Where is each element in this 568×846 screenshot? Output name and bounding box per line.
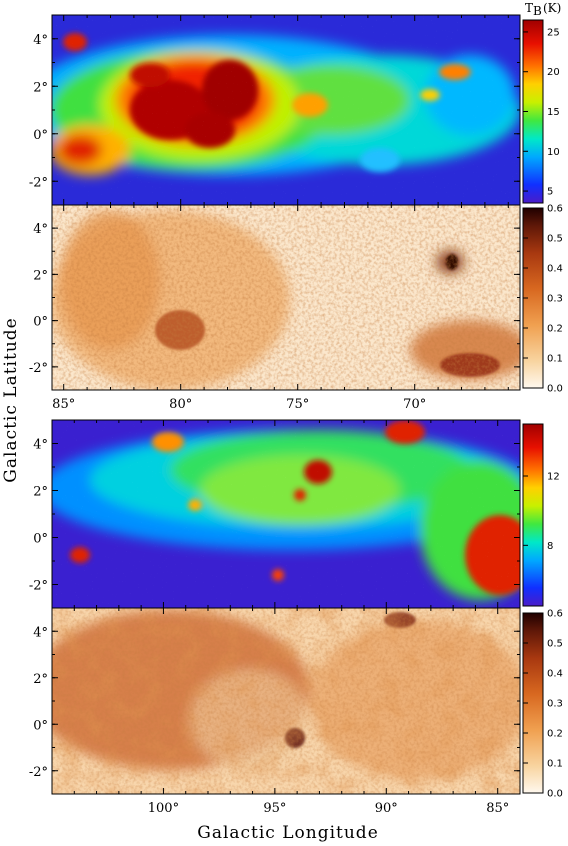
lon-tick-label: 100°: [148, 801, 179, 816]
lat-tick-label: 2°: [33, 672, 48, 687]
lon-tick-label: 95°: [263, 801, 286, 816]
colorbar-tick-label: 0.4: [547, 669, 563, 680]
lat-tick-label: 0°: [33, 315, 48, 330]
colorbar-tick-label: 25: [547, 27, 560, 38]
colorbar-tick-label: 0.6: [547, 204, 563, 215]
colorbar-tick-label: 15: [547, 107, 560, 118]
colorbar-tick-label: 5: [547, 187, 553, 198]
lat-tick-label: 4°: [33, 222, 48, 237]
colorbar-label-unit: (K): [543, 1, 561, 15]
lat-tick-label: 4°: [33, 33, 48, 48]
colorbar-tick-label: 0.5: [547, 639, 563, 650]
panel-top-ratio: [52, 205, 520, 390]
lat-tick-label: -2°: [29, 361, 48, 376]
x-axis-label: Galactic Longitude: [197, 823, 379, 843]
colorbar-tick-label: 0.1: [547, 354, 563, 365]
lat-tick-label: 4°: [33, 625, 48, 640]
lon-tick-label: 85°: [486, 801, 509, 816]
lat-tick-label: 4°: [33, 438, 48, 453]
colorbar-tick-label: 0.4: [547, 264, 563, 275]
lat-tick-label: 0°: [33, 718, 48, 733]
colorbar-tick-label: 0.2: [547, 324, 563, 335]
panel-bottom-brightness: [52, 420, 520, 608]
colorbar-tick-label: 20: [547, 67, 560, 78]
panel-bottom-ratio: [52, 608, 520, 794]
colorbar-tick-label: 10: [547, 147, 560, 158]
lat-tick-label: 0°: [33, 532, 48, 547]
latitude-ticks: 4° 2° 0° -2° 4° 2° 0° -2° 4° 2° 0° -2° 4° 2° 0° -2°: [29, 14, 520, 795]
colorbar-tick-label: 12: [547, 472, 560, 483]
colorbar-tick-label: 0.2: [547, 729, 563, 740]
panel-top-brightness: [52, 15, 520, 205]
colorbar-tick-label: 0.6: [547, 609, 563, 620]
lon-tick-label: 85°: [52, 397, 75, 412]
lat-tick-label: 2°: [33, 80, 48, 95]
colorbar-bottom-brightness: [522, 423, 544, 607]
colorbar-ticks: 5 10 15 20 25 0.0 0.1 0.2 0.3 0.4 0.5 0.6 8 12 0.0 0.1 0…: [523, 27, 563, 800]
colorbar-tick-label: 8: [547, 541, 553, 552]
colorbar-tick-label: 0.3: [547, 294, 563, 305]
lon-tick-label: 90°: [375, 801, 398, 816]
lat-tick-label: 2°: [33, 268, 48, 283]
lat-tick-label: -2°: [29, 175, 48, 190]
colorbar-label-sub: B: [533, 4, 542, 18]
colorbar-tick-label: 0.3: [547, 699, 563, 710]
lon-tick-label: 75°: [286, 397, 309, 412]
colorbar-tick-label: 0.5: [547, 234, 563, 245]
lat-tick-label: 2°: [33, 485, 48, 500]
lat-tick-label: -2°: [29, 765, 48, 780]
lat-tick-label: 0°: [33, 128, 48, 143]
colorbar-tick-label: 0.1: [547, 759, 563, 770]
colorbar-tick-label: 0.0: [547, 384, 563, 395]
lat-tick-label: -2°: [29, 579, 48, 594]
colorbar-label-main: T: [525, 1, 533, 15]
colorbar-tick-label: 0.0: [547, 789, 563, 800]
colorbar-label-tb: T B (K): [525, 1, 561, 18]
longitude-ticks: 85° 80° 75° 70° 100° 95° 90° 85°: [51, 15, 521, 816]
lon-tick-label: 80°: [169, 397, 192, 412]
y-axis-label: Galactic Latitude: [1, 317, 21, 482]
lon-tick-label: 70°: [403, 397, 426, 412]
